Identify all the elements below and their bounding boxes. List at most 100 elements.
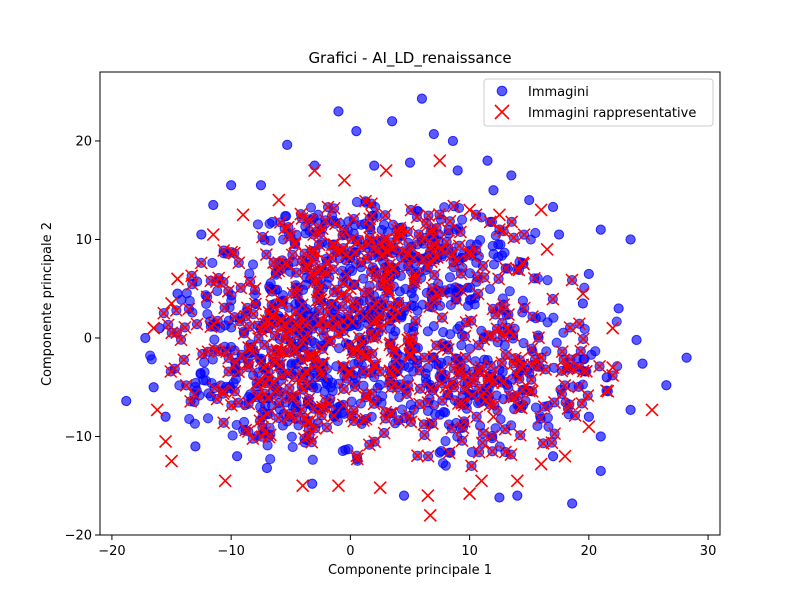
cluster-point	[440, 436, 451, 447]
cluster-point	[469, 299, 480, 310]
cluster-mark	[413, 363, 427, 377]
cluster-point	[225, 383, 236, 394]
cluster-mark	[353, 305, 367, 319]
data-point-immagini	[140, 332, 151, 344]
cluster-mark	[389, 353, 403, 367]
cluster-mark	[157, 306, 171, 320]
cluster-mark	[426, 252, 440, 266]
cluster-mark	[209, 275, 223, 289]
cluster-mark	[315, 342, 329, 356]
cluster-point	[351, 196, 363, 208]
cluster-mark	[227, 246, 241, 260]
data-point-rappresentativa	[147, 321, 161, 335]
cluster-mark	[246, 432, 260, 446]
cluster-mark	[401, 225, 415, 239]
cluster-point	[488, 259, 500, 270]
cluster-mark	[266, 256, 281, 270]
data-point-immagini	[625, 234, 636, 245]
cluster-mark	[525, 358, 539, 372]
cluster-mark	[320, 305, 335, 319]
cluster-mark	[408, 267, 423, 281]
cluster-mark	[366, 330, 380, 344]
cluster-mark	[464, 459, 479, 473]
cluster-mark	[429, 294, 444, 308]
cluster-mark	[251, 388, 265, 402]
cluster-mark	[435, 311, 449, 325]
cluster-mark	[229, 356, 243, 370]
cluster-mark	[386, 309, 401, 323]
data-point-immagini	[567, 498, 578, 509]
cluster-mark	[507, 390, 521, 404]
cluster-mark	[253, 375, 267, 389]
data-point-rappresentativa	[534, 457, 548, 471]
cluster-mark	[381, 245, 395, 259]
cluster-mark	[505, 215, 519, 229]
cluster-mark	[362, 285, 376, 299]
cluster-mark	[221, 284, 235, 298]
x-tick-label: 10	[461, 544, 478, 559]
data-point-immagini	[595, 431, 606, 442]
y-axis-label: Componente principale 2	[40, 222, 55, 386]
cluster-point	[280, 211, 291, 222]
cluster-mark	[485, 444, 499, 458]
cluster-mark	[545, 436, 559, 450]
cluster-mark	[565, 273, 579, 287]
cluster-mark	[195, 347, 209, 361]
cluster-mark	[475, 436, 489, 450]
data-point-immagini	[595, 224, 606, 235]
cluster-mark	[232, 365, 246, 379]
cluster-mark	[250, 390, 264, 404]
cluster-mark	[599, 384, 613, 398]
cluster-mark	[255, 324, 269, 338]
data-point-immagini	[447, 135, 459, 147]
data-point-immagini	[553, 229, 565, 240]
cluster-mark	[449, 351, 463, 365]
cluster-point	[286, 431, 297, 442]
cluster-mark	[445, 249, 459, 263]
cluster-mark	[331, 327, 345, 341]
cluster-mark	[401, 378, 415, 392]
cluster-mark	[458, 329, 472, 343]
cluster-mark	[207, 381, 221, 395]
cluster-mark	[272, 358, 286, 372]
cluster-mark	[282, 381, 296, 395]
cluster-mark	[517, 228, 531, 242]
cluster-mark	[425, 281, 439, 295]
cluster-mark	[231, 396, 245, 410]
cluster-mark	[391, 364, 405, 378]
cluster-mark	[271, 411, 285, 425]
cluster-mark	[304, 244, 318, 258]
cluster-mark	[314, 293, 328, 307]
cluster-point	[265, 235, 276, 246]
cluster-point	[504, 286, 515, 297]
cluster-mark	[522, 384, 536, 398]
cluster-mark	[360, 348, 374, 362]
cluster-mark	[348, 380, 362, 394]
cluster-mark	[386, 262, 400, 276]
cluster-point	[444, 272, 456, 283]
cluster-mark	[492, 272, 506, 286]
data-point-rappresentativa	[170, 272, 185, 286]
cluster-mark	[377, 247, 391, 262]
data-point-rappresentativa	[284, 311, 298, 325]
cluster-mark	[474, 360, 488, 374]
cluster-mark	[576, 332, 590, 346]
data-point-immagini	[452, 165, 463, 176]
cluster-mark	[459, 351, 473, 365]
cluster-mark	[369, 313, 383, 327]
data-point-immagini	[547, 451, 559, 462]
cluster-mark	[307, 274, 321, 288]
cluster-mark	[363, 220, 377, 234]
data-point-immagini	[154, 323, 165, 334]
cluster-mark	[327, 285, 341, 299]
cluster-mark	[425, 293, 439, 307]
data-point-immagini	[494, 492, 505, 503]
y-tick-label: 20	[75, 134, 92, 149]
cluster-mark	[558, 378, 572, 392]
cluster-mark	[496, 330, 510, 344]
cluster-mark	[275, 297, 289, 311]
cluster-mark	[472, 338, 486, 352]
cluster-mark	[499, 348, 513, 362]
cluster-mark	[396, 244, 410, 258]
cluster-mark	[560, 362, 574, 376]
